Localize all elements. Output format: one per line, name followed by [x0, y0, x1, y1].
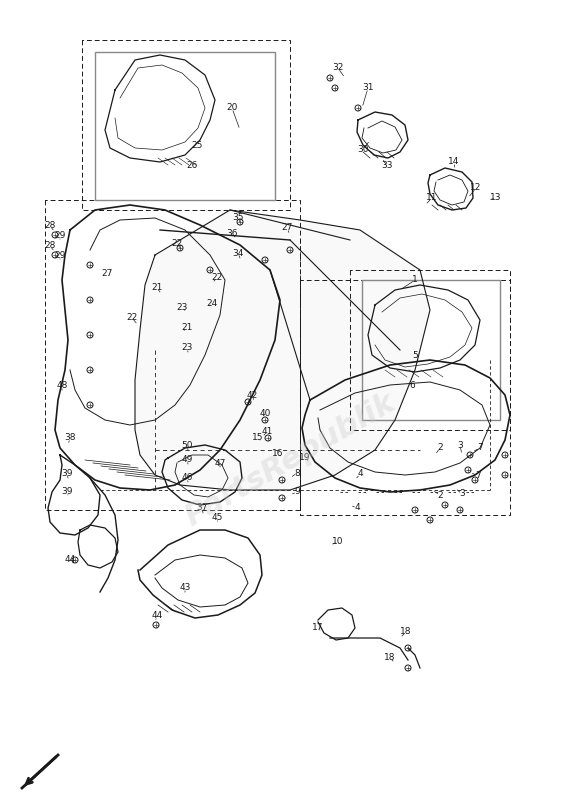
Text: 29: 29	[55, 231, 66, 241]
Text: 49: 49	[182, 455, 193, 465]
Text: 16: 16	[272, 449, 284, 458]
Text: 11: 11	[426, 194, 438, 202]
Text: 5: 5	[412, 350, 418, 359]
Text: 29: 29	[55, 251, 66, 261]
Text: 32: 32	[332, 63, 344, 73]
Text: 33: 33	[381, 162, 393, 170]
Text: 35: 35	[232, 214, 244, 222]
Text: 36: 36	[226, 229, 238, 238]
Text: 18: 18	[384, 654, 396, 662]
Text: 46: 46	[182, 474, 193, 482]
Text: 10: 10	[332, 538, 344, 546]
Text: 23: 23	[176, 303, 188, 313]
Text: 22: 22	[171, 239, 183, 249]
Text: 22: 22	[211, 274, 223, 282]
Text: 24: 24	[206, 298, 218, 307]
Text: 1: 1	[412, 275, 418, 285]
Text: 34: 34	[233, 249, 244, 258]
Text: 20: 20	[226, 103, 238, 113]
Text: 44: 44	[64, 555, 75, 565]
Text: 25: 25	[191, 142, 202, 150]
Text: 26: 26	[186, 162, 198, 170]
Text: 23: 23	[182, 343, 193, 353]
Text: 47: 47	[215, 458, 226, 467]
Text: 3: 3	[459, 490, 465, 498]
Text: 9: 9	[294, 487, 300, 497]
Text: 2: 2	[437, 443, 443, 453]
Text: 4: 4	[357, 470, 363, 478]
Text: 19: 19	[299, 454, 311, 462]
Text: 7: 7	[475, 471, 481, 481]
Text: 12: 12	[470, 183, 481, 193]
Text: 43: 43	[179, 583, 191, 593]
Text: 28: 28	[44, 222, 56, 230]
Text: 8: 8	[294, 469, 300, 478]
Text: 50: 50	[181, 442, 193, 450]
Text: 17: 17	[312, 623, 324, 633]
Text: 2: 2	[437, 490, 443, 499]
Text: 40: 40	[259, 409, 271, 418]
Text: 38: 38	[64, 434, 76, 442]
Text: 39: 39	[61, 487, 72, 497]
Text: 39: 39	[61, 469, 72, 478]
Text: 6: 6	[409, 381, 415, 390]
Text: 44: 44	[151, 611, 162, 621]
Text: 27: 27	[102, 269, 113, 278]
Text: 4: 4	[354, 503, 360, 513]
Text: 22: 22	[126, 314, 137, 322]
Text: 21: 21	[151, 283, 162, 293]
Text: 45: 45	[211, 514, 223, 522]
Text: 30: 30	[357, 146, 369, 154]
Text: 14: 14	[448, 158, 460, 166]
Text: 13: 13	[490, 194, 502, 202]
Text: 27: 27	[281, 223, 293, 233]
Text: 37: 37	[196, 503, 208, 513]
Text: 7: 7	[477, 443, 483, 453]
Text: 31: 31	[362, 83, 374, 93]
Text: PartsRepublik: PartsRepublik	[180, 388, 400, 532]
Text: 3: 3	[457, 441, 463, 450]
Text: 18: 18	[400, 627, 412, 637]
Text: 41: 41	[262, 427, 273, 437]
Text: 42: 42	[246, 391, 258, 401]
Polygon shape	[135, 210, 430, 490]
Text: 48: 48	[56, 382, 68, 390]
Text: 28: 28	[44, 242, 56, 250]
Text: 21: 21	[182, 323, 193, 333]
Text: 15: 15	[252, 434, 264, 442]
